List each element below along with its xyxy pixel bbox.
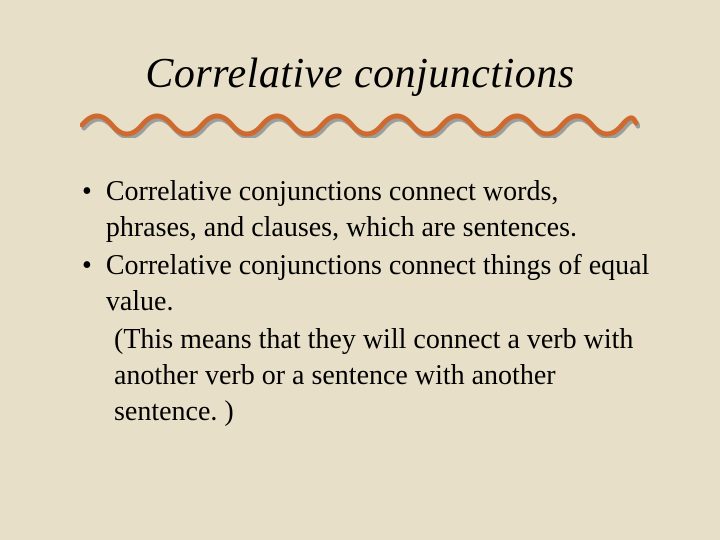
bullet-text: Correlative conjunctions connect things …: [106, 248, 650, 320]
title-underline-squiggle: [80, 108, 640, 138]
bullet-dot-icon: •: [82, 174, 92, 210]
bullet-list: • Correlative conjunctions connect words…: [60, 174, 660, 430]
bullet-dot-icon: •: [82, 248, 92, 284]
list-item: • Correlative conjunctions connect thing…: [84, 248, 650, 320]
slide-title: Correlative conjunctions: [60, 50, 660, 98]
list-item: • Correlative conjunctions connect words…: [84, 174, 650, 246]
bullet-text: Correlative conjunctions connect words, …: [106, 174, 650, 246]
note-text: (This means that they will connect a ver…: [84, 322, 650, 430]
